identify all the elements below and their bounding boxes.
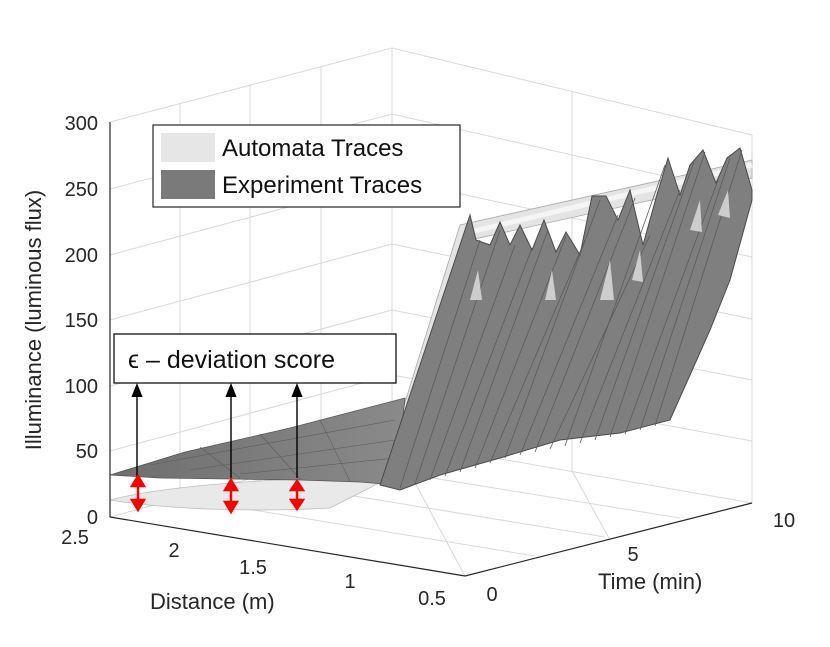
x-tick-label: 1.5 (239, 557, 267, 579)
y-tick-label: 0 (486, 584, 497, 606)
y-tick-label: 10 (773, 510, 795, 532)
z-tick-label: 150 (65, 310, 98, 332)
experiment-surface (109, 147, 753, 491)
z-tick-label: 300 (65, 113, 98, 135)
x-tick-label: 0.5 (418, 588, 446, 610)
legend-swatch-experiment (161, 170, 215, 199)
deviation-score-label: ϵ – deviation score (128, 346, 335, 374)
legend-swatch-automata (161, 133, 215, 162)
z-tick-label: 250 (65, 179, 98, 201)
z-tick-label: 0 (87, 507, 98, 529)
z-tick-label: 50 (76, 441, 98, 463)
legend-label-experiment: Experiment Traces (222, 172, 422, 199)
axes-box (109, 122, 753, 577)
y-axis-label: Time (min) (598, 569, 702, 594)
x-tick-label: 2.5 (61, 527, 89, 549)
z-tick-label: 200 (65, 245, 98, 267)
x-tick-labels: 2.5 2 1.5 1 0.5 (61, 527, 446, 610)
y-tick-labels: 0 5 10 (486, 510, 795, 606)
z-tick-labels: 0 50 100 150 200 250 300 (65, 113, 98, 529)
x-axis-label: Distance (m) (150, 589, 275, 614)
legend-label-automata: Automata Traces (222, 135, 403, 162)
y-tick-label: 5 (627, 544, 638, 566)
legend: Automata Traces Experiment Traces (152, 124, 461, 208)
z-tick-label: 100 (65, 376, 98, 398)
x-tick-label: 1 (344, 571, 355, 593)
z-axis-label: Illuminance (luminous flux) (21, 190, 46, 450)
deviation-annotation: ϵ – deviation score (113, 333, 397, 515)
x-tick-label: 2 (168, 540, 179, 562)
